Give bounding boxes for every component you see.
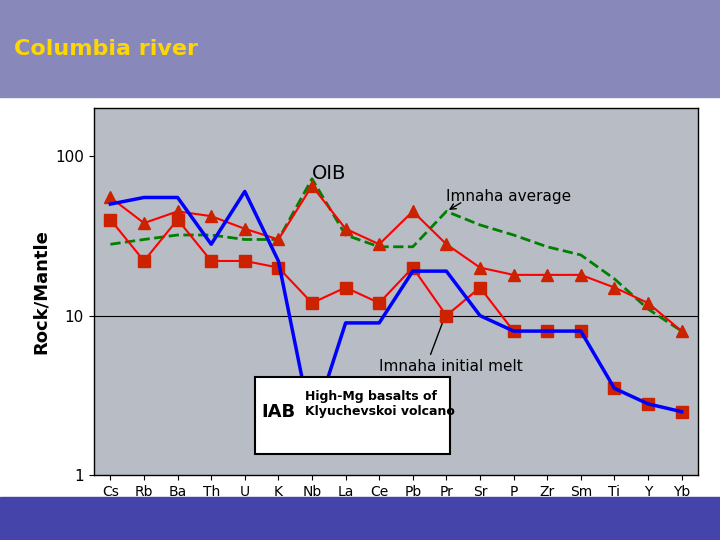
Text: Imnaha average: Imnaha average bbox=[446, 190, 572, 204]
Text: Columbia river: Columbia river bbox=[14, 38, 199, 59]
Text: IAB: IAB bbox=[261, 403, 296, 421]
Bar bbox=[0, 497, 720, 540]
Text: OIB: OIB bbox=[312, 164, 346, 183]
Text: Imnaha initial melt: Imnaha initial melt bbox=[379, 359, 523, 374]
FancyBboxPatch shape bbox=[255, 376, 450, 454]
Y-axis label: Rock/Mantle: Rock/Mantle bbox=[32, 229, 50, 354]
Text: High-Mg basalts of
Klyuchevskoi volcano: High-Mg basalts of Klyuchevskoi volcano bbox=[305, 390, 455, 418]
Bar bbox=[0, 0, 720, 97]
